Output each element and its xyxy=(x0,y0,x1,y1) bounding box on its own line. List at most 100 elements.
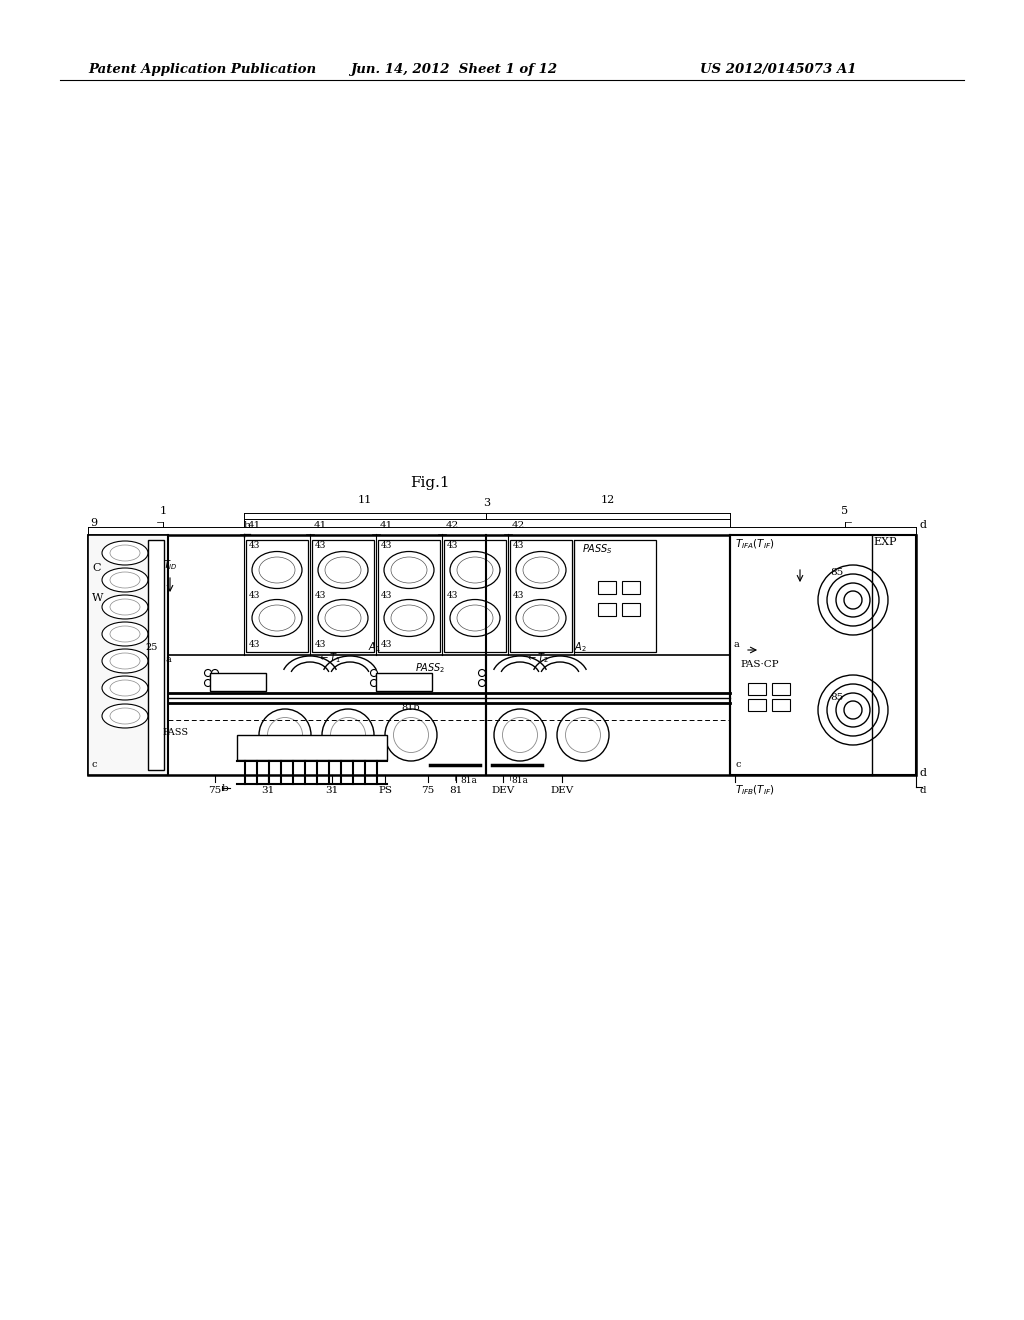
Text: 81: 81 xyxy=(450,785,463,795)
Text: 43: 43 xyxy=(249,541,260,550)
Bar xyxy=(730,535,916,775)
Bar xyxy=(598,581,616,594)
Ellipse shape xyxy=(252,599,302,636)
Text: c: c xyxy=(92,760,97,770)
Text: 42: 42 xyxy=(446,521,459,531)
Bar xyxy=(246,540,308,652)
Ellipse shape xyxy=(384,552,434,589)
Bar xyxy=(378,540,440,652)
Ellipse shape xyxy=(110,653,140,669)
Bar xyxy=(510,540,572,652)
Text: 75: 75 xyxy=(208,785,221,795)
Text: DEV: DEV xyxy=(492,785,515,795)
Text: Jun. 14, 2012  Sheet 1 of 12: Jun. 14, 2012 Sheet 1 of 12 xyxy=(350,63,557,77)
Text: 81a: 81a xyxy=(461,776,477,785)
Ellipse shape xyxy=(557,709,609,762)
Text: 3: 3 xyxy=(483,498,490,508)
Text: 25: 25 xyxy=(145,643,158,652)
Ellipse shape xyxy=(516,552,566,589)
Ellipse shape xyxy=(102,649,148,673)
Bar xyxy=(237,735,387,760)
Ellipse shape xyxy=(523,605,559,631)
Text: d: d xyxy=(920,768,927,777)
Text: b: b xyxy=(244,521,251,531)
Ellipse shape xyxy=(110,545,140,561)
Text: $PASS_S$: $PASS_S$ xyxy=(582,543,613,556)
Text: b: b xyxy=(222,784,228,793)
Text: 43: 43 xyxy=(249,640,260,649)
Ellipse shape xyxy=(494,709,546,762)
Text: $A_2$: $A_2$ xyxy=(574,640,587,653)
Text: 12: 12 xyxy=(601,495,615,506)
Ellipse shape xyxy=(259,605,295,631)
Text: 43: 43 xyxy=(381,591,392,601)
Text: 31: 31 xyxy=(326,785,339,795)
Bar xyxy=(376,673,432,690)
Text: 43: 43 xyxy=(249,591,260,601)
Text: 43: 43 xyxy=(513,541,524,550)
Circle shape xyxy=(205,669,212,676)
Ellipse shape xyxy=(391,605,427,631)
Text: C: C xyxy=(92,564,100,573)
Ellipse shape xyxy=(393,718,428,752)
Ellipse shape xyxy=(259,557,295,583)
Circle shape xyxy=(478,669,485,676)
Text: W: W xyxy=(92,593,103,603)
Ellipse shape xyxy=(450,552,500,589)
Text: $T_{IFB}(T_{IF})$: $T_{IFB}(T_{IF})$ xyxy=(735,783,775,797)
Text: 9: 9 xyxy=(90,517,97,528)
Text: Patent Application Publication: Patent Application Publication xyxy=(88,63,316,77)
Text: 43: 43 xyxy=(447,591,459,601)
Ellipse shape xyxy=(110,572,140,587)
Text: d: d xyxy=(920,785,927,795)
Text: 43: 43 xyxy=(315,541,327,550)
Text: $T_{ID}$: $T_{ID}$ xyxy=(163,558,178,572)
Ellipse shape xyxy=(565,718,600,752)
Text: $A_1$: $A_1$ xyxy=(368,640,381,653)
Ellipse shape xyxy=(450,599,500,636)
Text: 75: 75 xyxy=(421,785,434,795)
Text: d: d xyxy=(920,520,927,531)
Text: a: a xyxy=(733,640,738,649)
Bar xyxy=(598,603,616,616)
Text: 42: 42 xyxy=(512,521,525,531)
Text: 43: 43 xyxy=(315,640,327,649)
Ellipse shape xyxy=(102,676,148,700)
Text: 85: 85 xyxy=(830,693,843,702)
Ellipse shape xyxy=(457,557,493,583)
Ellipse shape xyxy=(318,599,368,636)
Text: PS: PS xyxy=(378,785,392,795)
Ellipse shape xyxy=(110,626,140,642)
Bar xyxy=(772,700,790,711)
Bar xyxy=(622,581,640,594)
Text: 41: 41 xyxy=(314,521,328,531)
Text: Fig.1: Fig.1 xyxy=(411,477,450,490)
Ellipse shape xyxy=(503,718,538,752)
Ellipse shape xyxy=(102,568,148,591)
Text: 43: 43 xyxy=(447,541,459,550)
Ellipse shape xyxy=(102,622,148,645)
Circle shape xyxy=(212,680,218,686)
Circle shape xyxy=(371,680,378,686)
Circle shape xyxy=(478,680,485,686)
Text: 85: 85 xyxy=(830,568,843,577)
Text: $\leftarrow T_1$: $\leftarrow T_1$ xyxy=(318,651,342,665)
Circle shape xyxy=(212,669,218,676)
Text: $PASS_2$: $PASS_2$ xyxy=(415,661,445,675)
Text: 81b: 81b xyxy=(401,704,420,711)
Text: 41: 41 xyxy=(380,521,393,531)
Ellipse shape xyxy=(252,552,302,589)
Ellipse shape xyxy=(102,595,148,619)
Text: PAS·CP: PAS·CP xyxy=(740,660,778,669)
Text: EXP: EXP xyxy=(873,537,897,546)
Text: 81a: 81a xyxy=(512,776,528,785)
Circle shape xyxy=(371,669,378,676)
Bar xyxy=(772,682,790,696)
Text: US 2012/0145073 A1: US 2012/0145073 A1 xyxy=(700,63,856,77)
Circle shape xyxy=(205,680,212,686)
Text: 5: 5 xyxy=(842,506,849,516)
Bar xyxy=(88,535,168,775)
Text: 43: 43 xyxy=(315,591,327,601)
Text: $T_{IFA}(T_{IF})$: $T_{IFA}(T_{IF})$ xyxy=(735,537,775,550)
Ellipse shape xyxy=(102,541,148,565)
